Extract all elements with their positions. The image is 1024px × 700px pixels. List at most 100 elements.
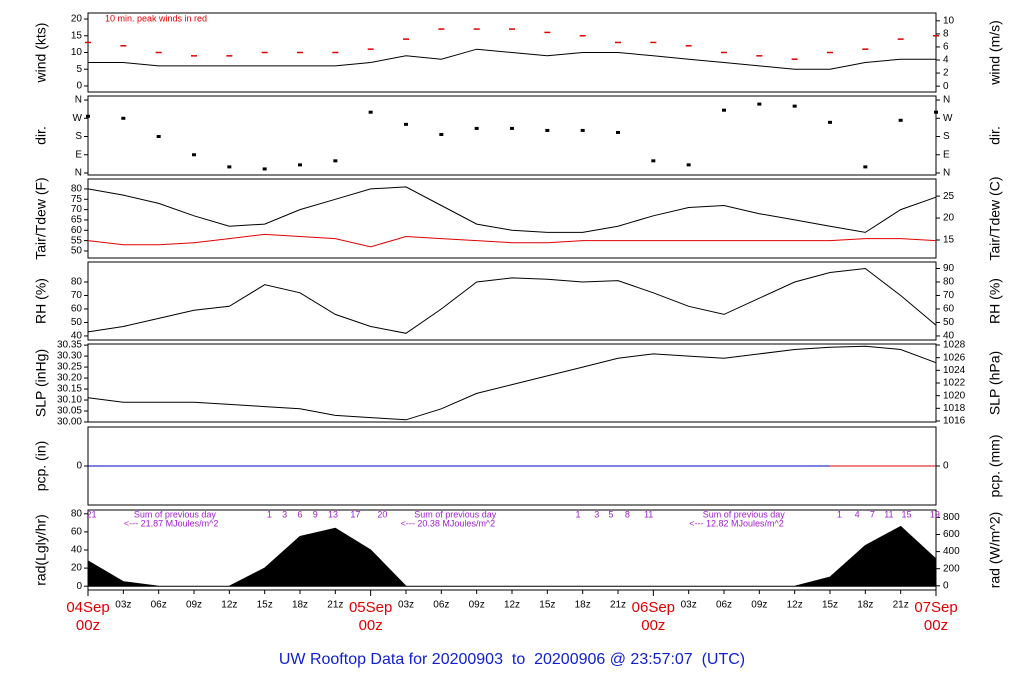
y-axis-label: wind (kts) [33, 23, 49, 84]
hour-mark: 1 [837, 509, 842, 519]
x-day-sublabel: 00z [359, 617, 383, 634]
dir-point [227, 165, 232, 169]
series-line [87, 186, 937, 233]
dir-point [192, 153, 196, 157]
series-line [87, 345, 937, 421]
y-tick-label: 15 [71, 30, 83, 41]
y2-tick-label: 800 [943, 512, 960, 523]
y-axis-label: RH (%) [33, 278, 49, 324]
dir-point [934, 110, 938, 114]
x-day-label: 06Sep [632, 599, 675, 616]
hour-mark: 1 [575, 509, 580, 519]
hour-mark: 3 [594, 509, 599, 519]
y2-tick-label: 1016 [943, 416, 966, 427]
y-tick-label: 30.10 [57, 395, 82, 406]
y-tick-label: 75 [71, 194, 83, 205]
hour-mark: 3 [282, 509, 287, 519]
y-tick-label: 20 [71, 563, 83, 574]
series-line [87, 267, 937, 334]
x-tick-label: 03z [681, 600, 697, 611]
x-tick-label: 18z [575, 600, 591, 611]
annotation: <--- 12.82 MJoules/m^2 [689, 518, 784, 528]
y-tick-label: 50 [71, 246, 83, 257]
y2-tick-label: 40 [943, 331, 955, 342]
annotation: Sum of previous day [134, 509, 217, 519]
x-day-label: 07Sep [914, 599, 957, 616]
x-tick-label: 15z [822, 600, 838, 611]
y2-tick-label: 400 [943, 546, 960, 557]
y2-axis-label: RH (%) [987, 278, 1003, 324]
hour-mark: 5 [608, 509, 613, 519]
series-area [87, 525, 937, 587]
hour-mark: 7 [870, 509, 875, 519]
hour-mark: 20 [377, 509, 387, 519]
dir-point [828, 120, 832, 124]
hour-mark: 19 [930, 509, 940, 519]
dir-point [651, 159, 656, 163]
x-tick-label: 21z [893, 600, 909, 611]
hour-mark: 8 [625, 509, 630, 519]
dir-point [863, 165, 868, 169]
y-tick-label: 5 [76, 64, 82, 75]
y-tick-label: 80 [71, 277, 83, 288]
x-tick-label: 09z [751, 600, 767, 611]
y2-axis-label: pcp. (mm) [987, 435, 1003, 498]
y2-tick-label: 1020 [943, 390, 966, 401]
annotation: Sum of previous day [414, 509, 497, 519]
y2-tick-label: 60 [943, 304, 955, 315]
x-tick-label: 18z [292, 600, 308, 611]
y-axis-label: rad(Lgly/hr) [33, 514, 49, 586]
dir-point [404, 122, 408, 126]
x-day-label: 04Sep [66, 599, 109, 616]
y2-tick-label: 600 [943, 529, 960, 540]
hour-mark: 21 [87, 509, 97, 519]
y-tick-label: 0 [76, 81, 82, 92]
y-tick-label: S [75, 131, 82, 142]
y2-tick-label: 0 [943, 461, 949, 472]
y2-tick-label: 1026 [943, 352, 966, 363]
x-tick-label: 03z [115, 600, 131, 611]
y-tick-label: 30.35 [57, 340, 82, 351]
dir-point [156, 135, 161, 139]
y-axis-label: dir. [33, 126, 49, 145]
y2-tick-label: 90 [943, 263, 955, 274]
y2-axis-label: dir. [987, 126, 1003, 145]
panel-frame [87, 178, 937, 259]
x-tick-label: 21z [327, 600, 343, 611]
dir-point [474, 126, 479, 130]
panel-frame [87, 261, 937, 341]
y2-tick-label: 8 [943, 29, 949, 40]
hour-mark: 6 [297, 509, 302, 519]
x-tick-label: 18z [857, 600, 873, 611]
dir-point [686, 163, 691, 167]
y2-tick-label: 70 [943, 290, 955, 301]
y2-tick-label: 80 [943, 277, 955, 288]
y2-tick-label: 1028 [943, 340, 966, 351]
x-tick-label: 06z [151, 600, 167, 611]
hour-mark: 9 [313, 509, 318, 519]
x-tick-label: 06z [716, 600, 732, 611]
y2-tick-label: 25 [943, 191, 955, 202]
y2-axis-label: Tair/Tdew (C) [987, 176, 1003, 260]
y-tick-label: N [75, 168, 82, 179]
x-tick-label: 09z [469, 600, 485, 611]
y2-axis-label: SLP (hPa) [987, 351, 1003, 415]
y-axis-label: Tair/Tdew (F) [33, 177, 49, 259]
y2-tick-label: 15 [943, 235, 955, 246]
x-day-sublabel: 00z [641, 617, 665, 634]
x-tick-label: 09z [186, 600, 202, 611]
panel-frame [87, 95, 937, 176]
hour-mark: 1 [267, 509, 272, 519]
y2-tick-label: 20 [943, 213, 955, 224]
x-tick-label: 12z [504, 600, 520, 611]
y2-tick-label: 6 [943, 42, 949, 53]
y-tick-label: 70 [71, 204, 83, 215]
y-tick-label: E [75, 149, 82, 160]
y2-tick-label: 1018 [943, 403, 966, 414]
y2-tick-label: 4 [943, 55, 949, 66]
y-tick-label: 30.25 [57, 362, 82, 373]
y-tick-label: 70 [71, 290, 83, 301]
y2-tick-label: 0 [943, 81, 949, 92]
y-tick-label: 60 [71, 527, 83, 538]
